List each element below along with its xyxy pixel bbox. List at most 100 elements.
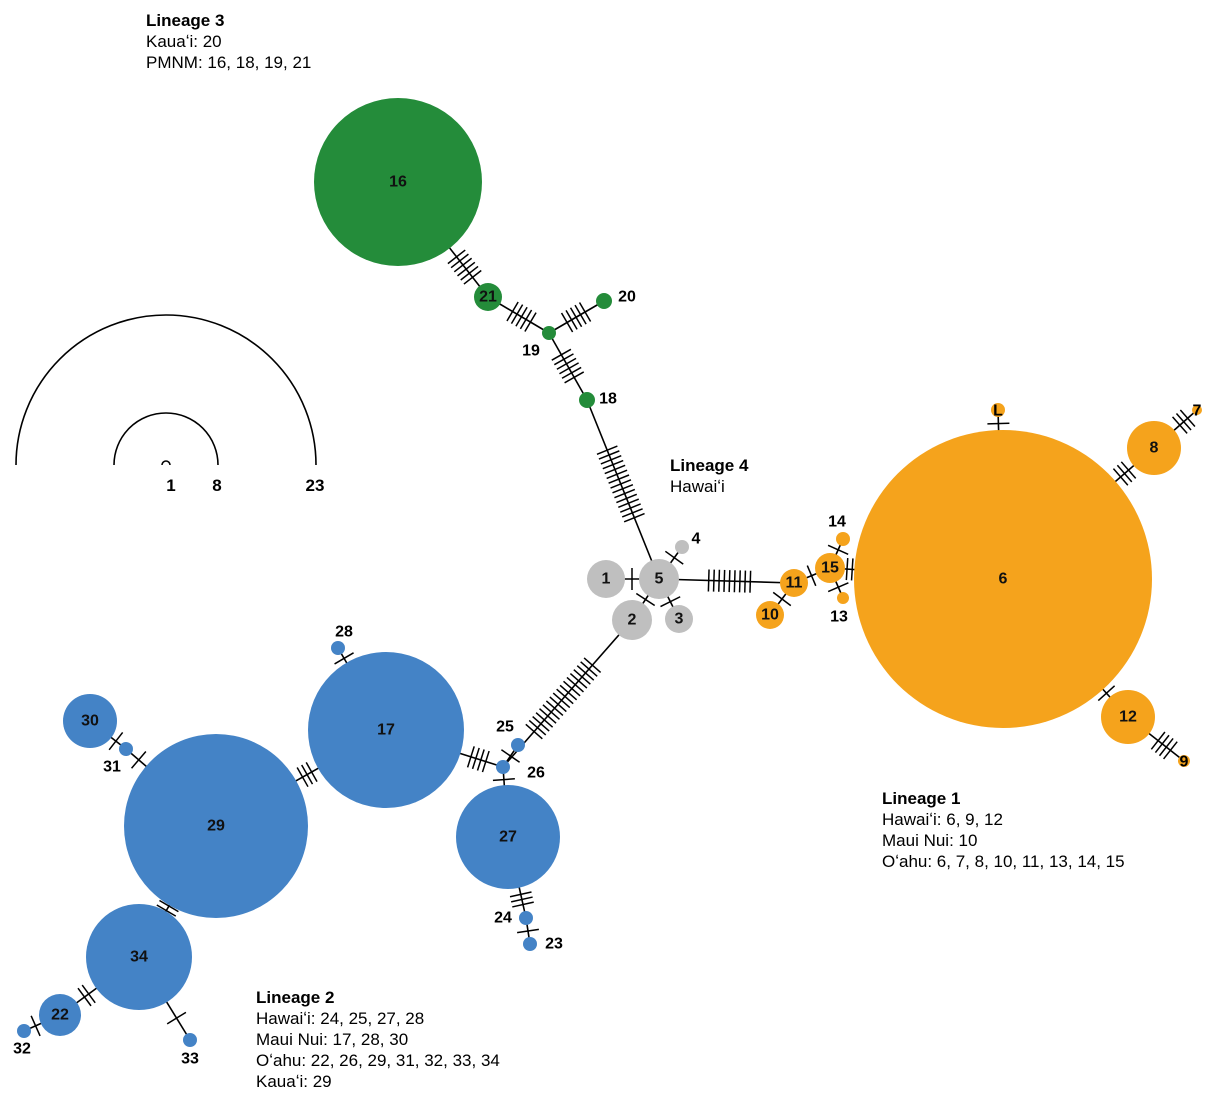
haplotype-node-5 bbox=[639, 559, 679, 599]
mutation-tick bbox=[525, 723, 543, 740]
mutation-tick bbox=[542, 704, 560, 720]
mutation-tick bbox=[515, 306, 528, 327]
mutation-tick bbox=[574, 304, 587, 325]
mutation-tick bbox=[604, 464, 626, 475]
mutation-tick bbox=[305, 762, 318, 782]
mutation-tick bbox=[561, 366, 582, 379]
haplotype-node-18 bbox=[579, 392, 595, 408]
mutation-tick bbox=[598, 450, 620, 460]
mutation-tick bbox=[466, 746, 475, 768]
scale-arc-8 bbox=[113, 412, 219, 466]
mutation-tick bbox=[463, 269, 482, 285]
haplotype-node-3 bbox=[665, 605, 693, 633]
haplotype-node-4 bbox=[675, 540, 689, 554]
scale-label: 1 bbox=[166, 476, 175, 495]
mutation-tick bbox=[578, 302, 592, 322]
lineage-line: Kauaʻi: 29 bbox=[256, 1072, 332, 1091]
mutation-tick bbox=[130, 751, 147, 769]
mutation-tick bbox=[159, 899, 179, 913]
lineage-2-legend: Lineage 2 Hawaiʻi: 24, 25, 27, 28 Maui N… bbox=[256, 987, 500, 1092]
mutation-tick bbox=[563, 680, 581, 697]
mutation-tick bbox=[552, 692, 571, 709]
mutation-tick bbox=[556, 357, 577, 370]
haplotype-label-31: 31 bbox=[103, 759, 121, 776]
lineage-line: Hawaiʻi: 24, 25, 27, 28 bbox=[256, 1009, 425, 1028]
haplotype-label-5: 5 bbox=[655, 571, 664, 588]
lineage-line: Hawaiʻi bbox=[670, 477, 725, 496]
mutation-tick bbox=[1150, 731, 1166, 750]
haplotype-label-17: 17 bbox=[377, 722, 395, 739]
haplotype-label-12: 12 bbox=[1119, 709, 1137, 726]
haplotype-node-10 bbox=[756, 601, 784, 629]
haplotype-node-1 bbox=[587, 560, 625, 598]
mutation-tick bbox=[506, 301, 519, 322]
lineage-line: Kauaʻi: 20 bbox=[146, 32, 222, 51]
mutation-tick bbox=[623, 512, 645, 523]
mutation-tick bbox=[471, 747, 480, 770]
haplotype-label-15: 15 bbox=[821, 560, 839, 577]
lineage-title: Lineage 3 bbox=[146, 11, 225, 30]
mutation-tick bbox=[334, 652, 354, 665]
mutation-tick bbox=[580, 661, 598, 677]
mutation-tick bbox=[551, 348, 572, 361]
mutation-tick bbox=[510, 304, 524, 324]
haplotype-label-4: 4 bbox=[692, 531, 701, 548]
mutation-tick bbox=[564, 371, 585, 384]
lineage-line: Maui Nui: 10 bbox=[882, 831, 978, 850]
haplotype-node-26 bbox=[496, 760, 510, 774]
scale-arc-1 bbox=[161, 460, 171, 466]
mutation-tick bbox=[450, 253, 469, 269]
haplotype-node-29 bbox=[124, 734, 308, 918]
lineage-title: Lineage 4 bbox=[670, 456, 749, 475]
mutation-tick bbox=[1154, 734, 1170, 753]
haplotype-label-20: 20 bbox=[618, 289, 636, 306]
mutation-tick bbox=[569, 672, 588, 689]
mutation-tick bbox=[664, 550, 684, 565]
haplotype-node-28 bbox=[331, 641, 345, 655]
mutation-tick bbox=[156, 904, 177, 917]
mutation-tick bbox=[806, 565, 817, 587]
mutation-tick bbox=[619, 503, 641, 513]
mutation-tick bbox=[556, 688, 574, 705]
mutation-tick bbox=[535, 712, 554, 728]
haplotype-label-L: L bbox=[993, 403, 1003, 420]
mutation-tick bbox=[1179, 409, 1196, 428]
haplotype-label-26: 26 bbox=[527, 765, 545, 782]
mutation-tick bbox=[576, 665, 595, 681]
mutation-tick bbox=[660, 596, 681, 608]
mutation-tick bbox=[723, 569, 726, 592]
nodes-layer bbox=[17, 98, 1202, 1047]
mutation-tick bbox=[606, 469, 628, 480]
mutation-tick bbox=[166, 1011, 187, 1025]
haplotype-label-25: 25 bbox=[496, 719, 514, 736]
mutation-tick bbox=[77, 987, 92, 1007]
haplotype-node-32 bbox=[17, 1024, 31, 1038]
mutation-tick bbox=[453, 257, 473, 273]
mutation-tick bbox=[610, 479, 632, 489]
mutation-tick bbox=[565, 309, 578, 330]
network-edge-5-11 bbox=[658, 569, 795, 593]
mutation-tick bbox=[512, 901, 534, 908]
mutation-tick bbox=[460, 265, 479, 281]
mutation-tick bbox=[733, 570, 736, 593]
labels-layer: 12 345 6789101112131415L161819202117222324… bbox=[13, 174, 1201, 1068]
mutation-tick bbox=[1175, 412, 1192, 431]
mutation-tick bbox=[600, 455, 622, 465]
mutation-tick bbox=[1158, 737, 1174, 757]
haplotype-label-30: 30 bbox=[81, 713, 99, 730]
lineage-line: PMNM: 16, 18, 19, 21 bbox=[146, 53, 312, 72]
haplotype-node-2 bbox=[612, 600, 652, 640]
haplotype-node-30 bbox=[63, 694, 117, 748]
haplotype-node-24 bbox=[519, 911, 533, 925]
mutation-tick bbox=[1112, 468, 1129, 486]
mutation-tick bbox=[549, 696, 567, 713]
haplotype-label-24: 24 bbox=[494, 910, 512, 927]
lineage-1-legend: Lineage 1 Hawaiʻi: 6, 9, 12 Maui Nui: 10… bbox=[882, 788, 1125, 872]
mutation-tick bbox=[718, 569, 721, 592]
mutation-tick bbox=[566, 676, 584, 693]
haplotype-node-6 bbox=[854, 430, 1152, 728]
haplotype-label-32: 32 bbox=[13, 1041, 31, 1058]
haplotype-node-31 bbox=[119, 742, 133, 756]
mutation-tick bbox=[573, 669, 591, 685]
